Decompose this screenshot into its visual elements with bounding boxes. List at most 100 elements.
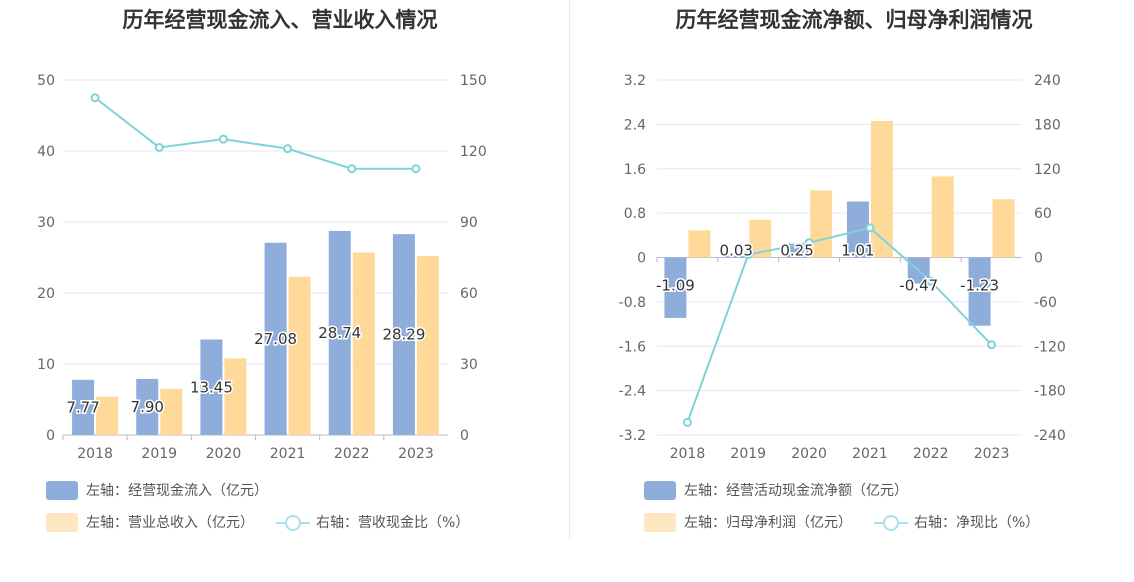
right-axis-tick-label: 120 (460, 144, 487, 160)
right-axis-tick-label: -240 (1034, 428, 1066, 444)
ratio-point (154, 142, 164, 152)
ratio-point (283, 144, 293, 154)
bar-secondary (749, 219, 772, 258)
x-axis-tick-label: 2018 (670, 446, 706, 462)
x-axis-tick-label: 2020 (206, 446, 242, 462)
ratio-point (926, 276, 936, 286)
right-chart-title: 历年经营现金流净额、归母净利润情况 (675, 8, 1033, 32)
ratio-point (804, 238, 814, 248)
bar-data-label: 7.90 (131, 398, 164, 416)
left-chart-panel: 历年经营现金流入、营业收入情况 0 0 10 30 20 60 30 90 40 120 50 150… (0, 0, 560, 582)
x-axis-tick-label: 2022 (913, 446, 949, 462)
ratio-line (686, 226, 993, 423)
bar-secondary (870, 121, 893, 258)
bar-primary (725, 255, 748, 258)
right-axis-tick-label: 90 (460, 215, 478, 231)
bar-primary (72, 379, 95, 435)
bar-secondary (992, 199, 1015, 258)
x-axis-tick-label: 2023 (398, 446, 434, 462)
right-axis-tick-label: 0 (460, 428, 469, 444)
right-axis-tick-label: 0 (1034, 251, 1043, 267)
bar-primary (328, 230, 351, 435)
bar-data-label: 7.77 (66, 398, 99, 416)
right-axis-tick-label: 150 (460, 73, 487, 89)
x-axis-tick-label: 2018 (77, 446, 113, 462)
bar-primary (264, 242, 287, 435)
left-axis-tick-label: 2.4 (624, 117, 646, 133)
left-axis-tick-label: 30 (37, 215, 55, 231)
bar-data-label: 28.74 (318, 324, 361, 342)
bar-data-label: 0.25 (780, 242, 813, 260)
legend-label: 左轴：经营现金流入（亿元） (86, 483, 268, 499)
bar-data-label: 27.08 (254, 330, 297, 348)
legend-label: 右轴：净现比（%） (914, 515, 1040, 531)
left-axis-tick-label: 10 (37, 357, 55, 373)
x-axis-tick-label: 2023 (974, 446, 1010, 462)
legend-label: 右轴：营收现金比（%） (316, 515, 470, 531)
left-axis-tick-label: -3.2 (619, 428, 646, 444)
legend-swatch-bar-orange (644, 512, 676, 532)
legend-label: 左轴：营业总收入（亿元） (86, 515, 254, 531)
bar-data-label: 1.01 (841, 242, 874, 260)
left-axis-tick-label: 20 (37, 286, 55, 302)
left-axis-tick-label: 50 (37, 73, 55, 89)
right-axis-tick-label: 60 (1034, 206, 1052, 222)
legend-label: 左轴：经营活动现金流净额（亿元） (684, 483, 908, 499)
ratio-point (743, 250, 753, 260)
left-axis-tick-label: -1.6 (619, 339, 646, 355)
bar-primary (846, 201, 869, 258)
x-axis-tick-label: 2019 (730, 446, 766, 462)
left-legend-row-1: 左轴：经营现金流入（亿元） (46, 480, 268, 500)
right-axis-tick-label: 120 (1034, 162, 1061, 178)
x-axis-tick-label: 2019 (141, 446, 177, 462)
left-axis-tick-label: 0 (637, 251, 646, 267)
bar-secondary (688, 230, 711, 258)
legend-swatch-line (874, 513, 908, 532)
panel-divider (569, 0, 570, 540)
left-legend-row-2: 左轴：营业总收入（亿元） 右轴：营收现金比（%） (46, 512, 469, 532)
left-axis-tick-label: 1.6 (624, 162, 646, 178)
bar-data-label: -1.09 (656, 277, 695, 295)
right-chart-panel: 历年经营现金流净额、归母净利润情况 -3.2 -240 -2.4 -180 -1.6 -1… (574, 0, 1134, 582)
ratio-point (218, 134, 228, 144)
bar-data-label: -1.23 (960, 277, 999, 295)
left-axis-tick-label: 40 (37, 144, 55, 160)
legend-swatch-bar-orange (46, 512, 78, 532)
legend-swatch-bar-blue (644, 480, 676, 500)
right-axis-tick-label: -120 (1034, 339, 1066, 355)
bar-secondary (224, 358, 247, 435)
legend-swatch-bar-blue (46, 480, 78, 500)
ratio-point (987, 340, 997, 350)
bar-secondary (352, 252, 375, 435)
left-axis-tick-label: -2.4 (619, 384, 646, 400)
bar-secondary (96, 396, 119, 435)
bar-primary (136, 378, 159, 435)
ratio-line (94, 96, 416, 170)
ratio-point (90, 93, 100, 103)
bar-secondary (931, 176, 954, 258)
right-axis-tick-label: 60 (460, 286, 478, 302)
x-axis-tick-label: 2020 (791, 446, 827, 462)
bar-secondary (288, 276, 311, 435)
x-axis-tick-label: 2021 (270, 446, 306, 462)
bar-primary (392, 234, 415, 435)
right-axis-tick-label: 180 (1034, 117, 1061, 133)
bar-secondary (160, 388, 183, 435)
x-axis-tick-label: 2021 (852, 446, 888, 462)
ratio-point (865, 223, 875, 233)
right-axis-tick-label: -180 (1034, 384, 1066, 400)
ratio-point (411, 164, 421, 174)
left-axis-tick-label: -0.8 (619, 295, 646, 311)
right-chart-plot: -3.2 -240 -2.4 -180 -1.6 -120 -0.8 -60 0 0 0.8 60 1.… (619, 73, 1066, 462)
bar-data-label: 28.29 (382, 326, 425, 344)
ratio-point (682, 417, 692, 427)
bar-data-label: 0.03 (720, 242, 753, 260)
legend-swatch-line (276, 513, 310, 532)
legend-label: 左轴：归母净利润（亿元） (684, 515, 852, 531)
left-axis-tick-label: 0.8 (624, 206, 646, 222)
x-axis-tick-label: 2022 (334, 446, 370, 462)
ratio-point (347, 164, 357, 174)
bar-primary (664, 257, 687, 318)
bar-data-label: -0.47 (899, 277, 938, 295)
right-legend-row-1: 左轴：经营活动现金流净额（亿元） (644, 480, 908, 500)
